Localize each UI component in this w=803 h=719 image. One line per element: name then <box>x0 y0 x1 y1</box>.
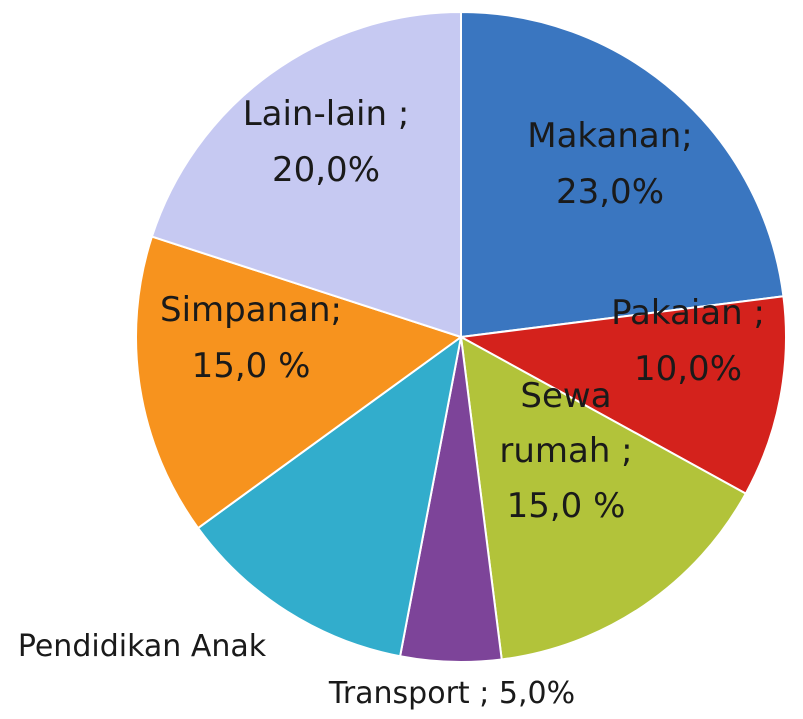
pie-slice-simpanan <box>135 235 462 530</box>
pie-label-line: 15,0 % <box>507 486 626 526</box>
pie-slices <box>135 11 787 663</box>
pie-label-line: 20,0% <box>272 150 380 190</box>
pie-label-line: 15,0 % <box>192 346 311 386</box>
pie-label-sewa-rumah: Sewa rumah ; 15,0 % <box>499 376 632 526</box>
pie-label-pendidikan-anak: Pendidikan Anak <box>18 629 267 664</box>
pie-label-line: Pakaian ; <box>611 293 765 333</box>
pie-slice-pakaian <box>460 295 787 495</box>
pie-label-line: Sewa <box>520 376 611 416</box>
pie-label-transport: Transport ; 5,0% <box>328 676 575 711</box>
pie-slice-makanan <box>460 11 785 338</box>
pie-label-line: Lain-lain ; <box>243 94 410 134</box>
pie-label-line: 10,0% <box>634 349 742 389</box>
pie-slice-lain-lain <box>150 11 462 338</box>
pie-label-lain-lain: Lain-lain ; 20,0% <box>243 94 410 190</box>
pie-label-makanan: Makanan; 23,0% <box>527 116 692 212</box>
pie-label-pakaian: Pakaian ; 10,0% <box>611 293 765 389</box>
pie-slice-sewa-rumah <box>460 336 747 661</box>
pie-slice-pendidikan-anak <box>197 336 462 658</box>
pie-label-line: Pendidikan Anak <box>18 629 267 664</box>
pie-label-line: Simpanan; <box>160 290 342 330</box>
pie-label-line: Transport ; 5,0% <box>328 676 575 711</box>
pie-label-line: rumah ; <box>499 431 632 471</box>
pie-label-line: 23,0% <box>556 172 664 212</box>
pie-label-simpanan: Simpanan; 15,0 % <box>160 290 342 386</box>
pie-label-line: Makanan; <box>527 116 692 156</box>
pie-labels: Makanan; 23,0% Pakaian ; 10,0% Sewa rumah ; 15… <box>18 94 765 711</box>
